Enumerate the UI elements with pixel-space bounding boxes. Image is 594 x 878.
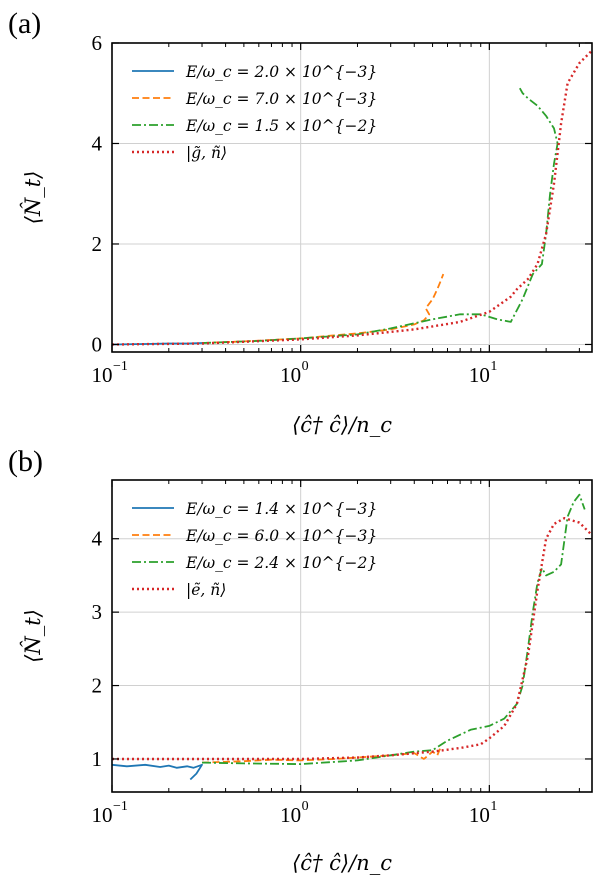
x-tick-exponent: 0: [302, 799, 309, 814]
series-group: [112, 493, 592, 781]
series-line-3: [201, 87, 559, 344]
y-tick-label: 2: [92, 232, 103, 256]
x-tick-exponent: −1: [113, 359, 128, 374]
x-tick-exponent: −1: [113, 799, 128, 814]
legend-label-1: E/ω_c = 1.4 × 10^{−3}: [185, 500, 377, 518]
panel-label: (a): [8, 7, 41, 40]
y-tick-label: 4: [92, 527, 103, 551]
x-tick-label: 10: [280, 803, 301, 827]
y-tick-label: 3: [92, 600, 103, 624]
x-axis-label: ⟨ĉ† ĉ⟩/n_c: [292, 851, 392, 875]
legend-label-2: E/ω_c = 7.0 × 10^{−3}: [185, 90, 377, 108]
y-axis-label: ⟨N̂_t⟩: [21, 609, 45, 663]
legend-label-3: E/ω_c = 2.4 × 10^{−2}: [185, 554, 377, 572]
y-tick-label: 2: [92, 674, 103, 698]
x-tick-label: 10: [92, 803, 113, 827]
series-line-3: [201, 493, 586, 765]
x-tick-label: 10: [92, 363, 113, 387]
legend-label-2: E/ω_c = 6.0 × 10^{−3}: [185, 527, 377, 545]
series-line-4: [112, 49, 592, 346]
legend-label-1: E/ω_c = 2.0 × 10^{−3}: [185, 63, 377, 81]
axes-frame: [111, 42, 593, 353]
legend-label-4: |ẽ, ñ⟩: [186, 581, 226, 599]
y-tick-label: 6: [92, 31, 103, 55]
series-group: [112, 49, 592, 346]
x-tick-label: 10: [280, 363, 301, 387]
x-tick-exponent: 0: [302, 359, 309, 374]
x-axis-label: ⟨ĉ† ĉ⟩/n_c: [292, 413, 392, 437]
y-tick-label: 0: [92, 332, 103, 356]
y-axis-label: ⟨N̂_t⟩: [21, 171, 45, 225]
legend: E/ω_c = 2.0 × 10^{−3} E/ω_c = 7.0 × 10^{−…: [132, 63, 377, 162]
x-tick-exponent: 1: [490, 799, 497, 814]
legend-label-4: |g̃, ñ⟩: [186, 144, 227, 162]
panel-label: (b): [8, 445, 43, 478]
series-line-2: [201, 273, 445, 344]
y-tick-label: 1: [92, 747, 103, 771]
x-tick-exponent: 1: [490, 359, 497, 374]
legend: E/ω_c = 1.4 × 10^{−3} E/ω_c = 6.0 × 10^{−…: [132, 500, 377, 599]
series-line-2: [201, 747, 442, 764]
series-line-1: [112, 763, 203, 781]
x-tick-label: 10: [469, 363, 490, 387]
legend-label-3: E/ω_c = 1.5 × 10^{−2}: [185, 117, 377, 135]
x-tick-label: 10: [469, 803, 490, 827]
axes-frame: [111, 479, 593, 793]
y-tick-label: 4: [92, 131, 103, 155]
